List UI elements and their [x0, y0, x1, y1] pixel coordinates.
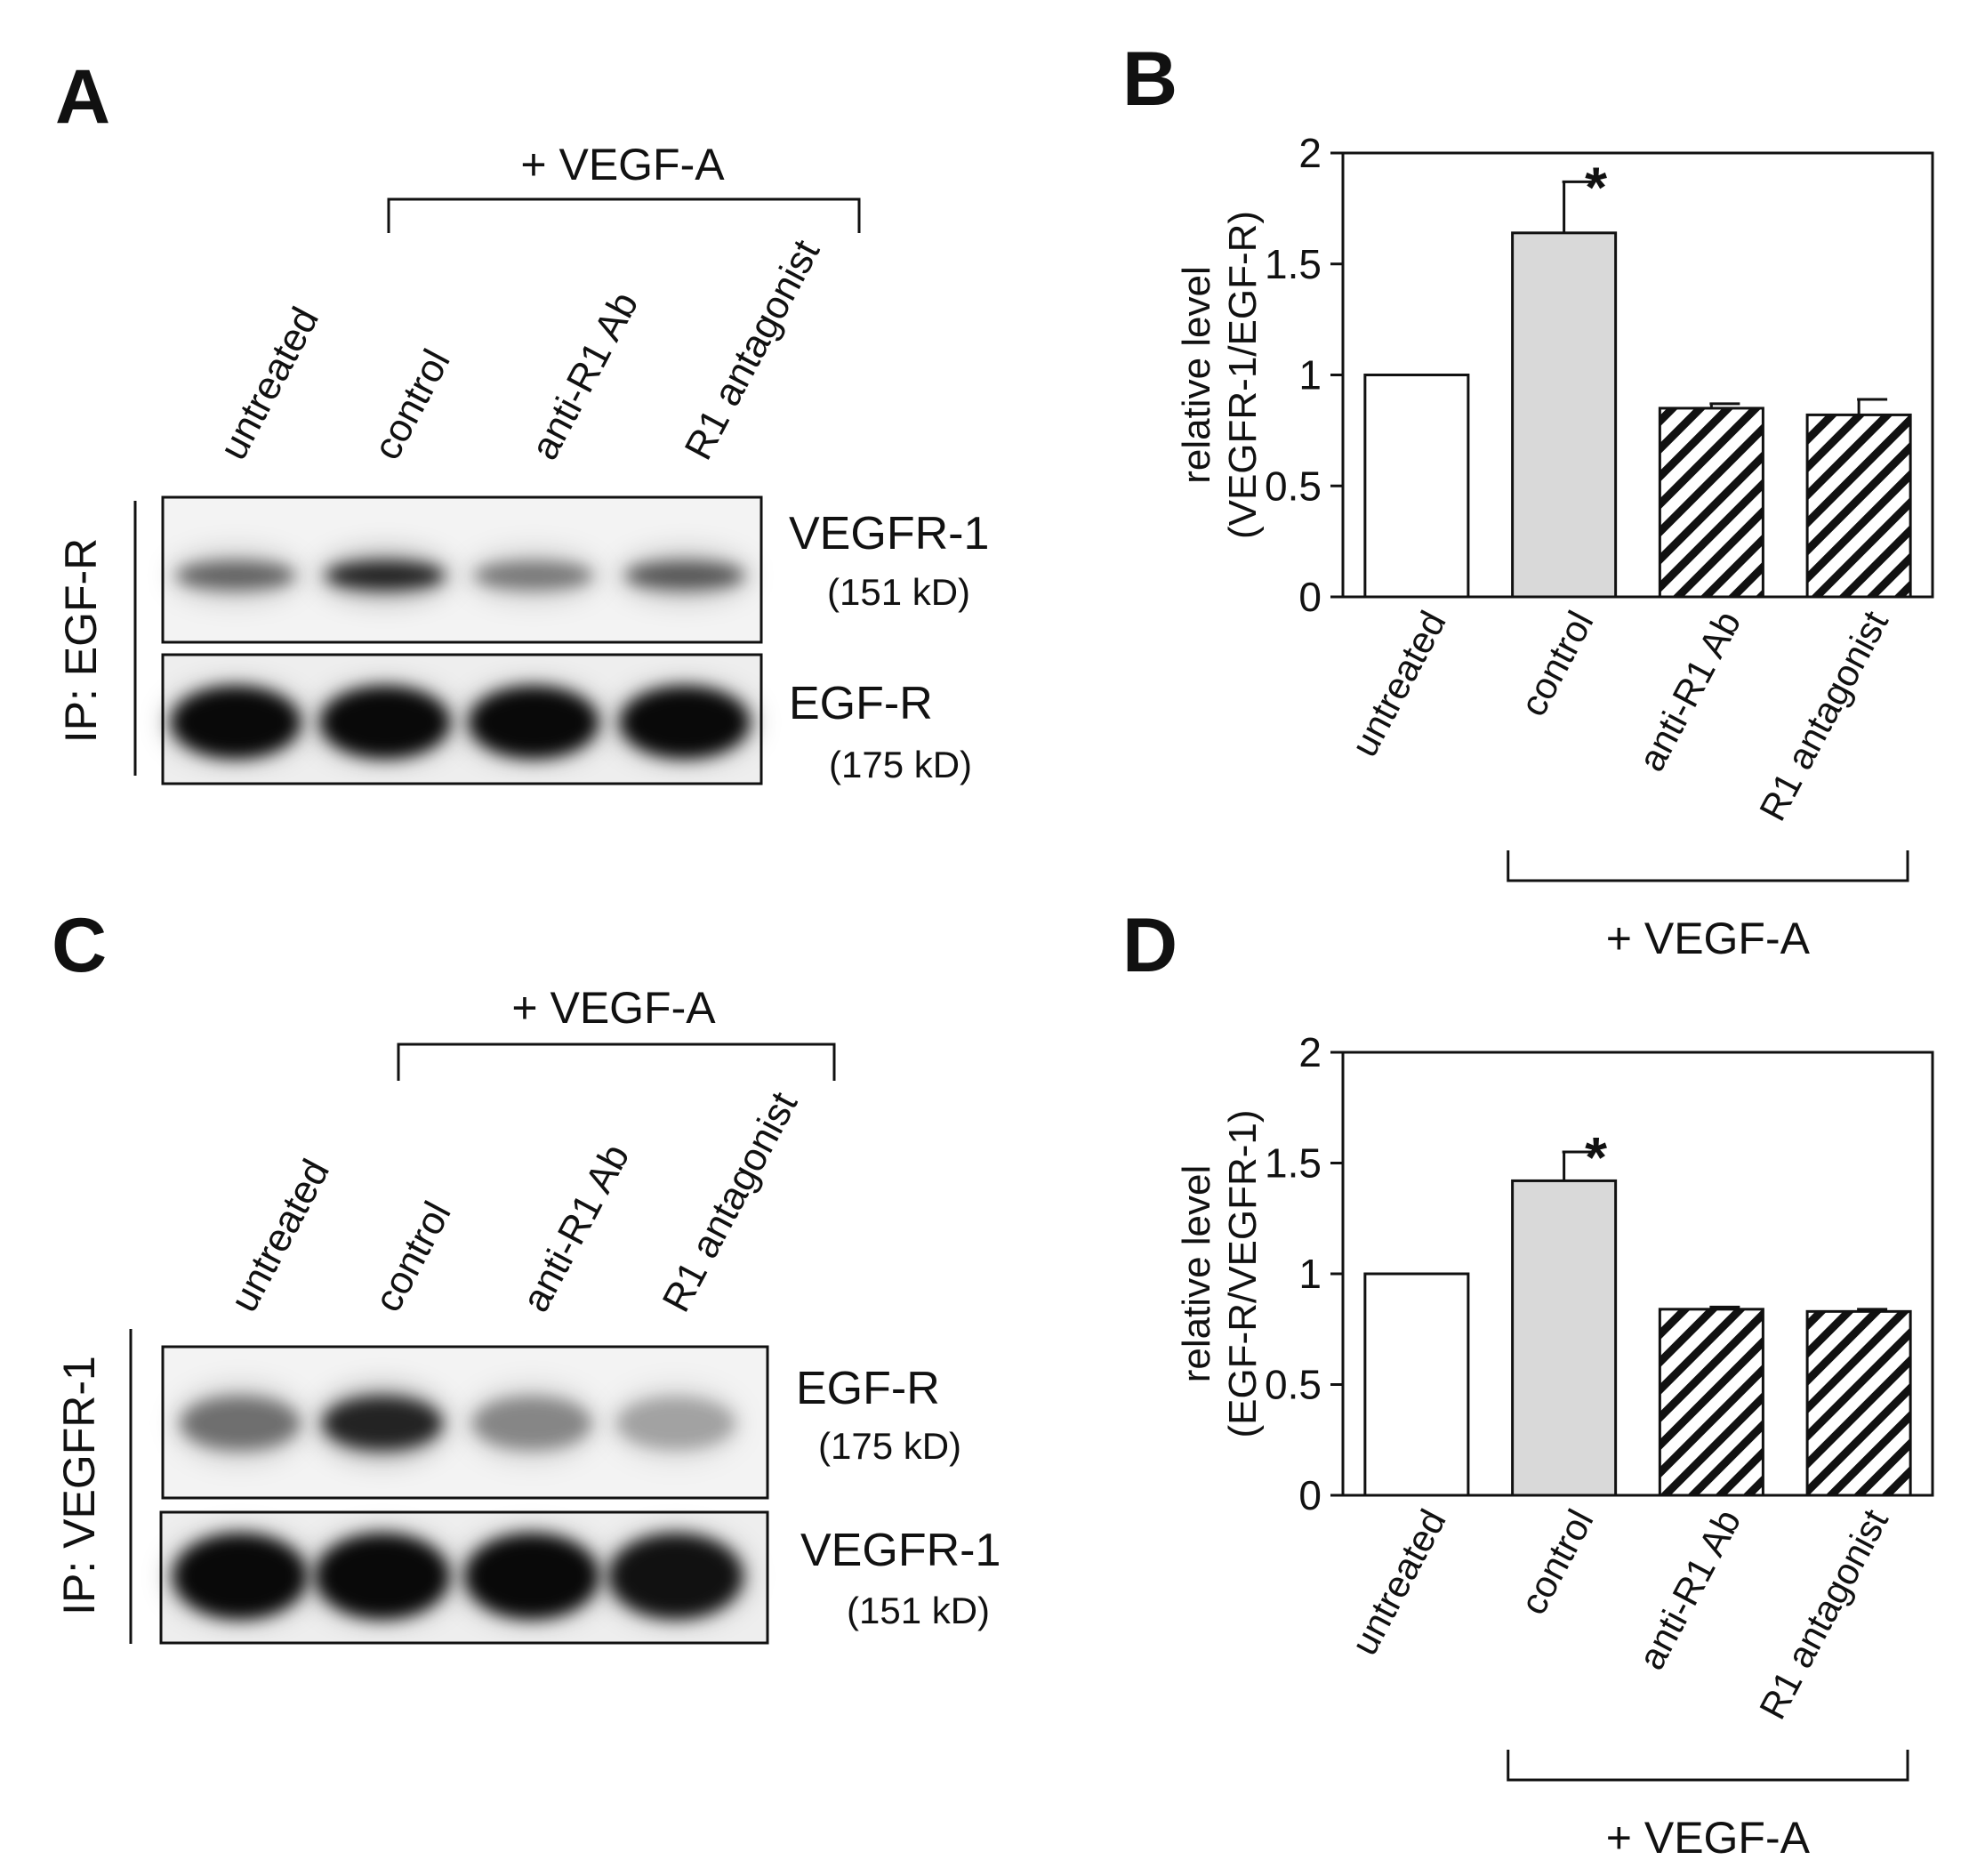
category-label: control: [1512, 604, 1602, 722]
band: [472, 1397, 591, 1450]
blot-a-row-2: [161, 653, 763, 785]
blot-c-kd-label-1: (175 kD): [818, 1425, 961, 1467]
treatment-bracket: [1507, 1750, 1909, 1782]
treatment-label: + VEGF-A: [1606, 1813, 1811, 1863]
y-tick-label: 1: [1298, 1251, 1322, 1297]
blot-c-lane-label: anti-R1 Ab: [514, 1137, 639, 1318]
band: [176, 561, 295, 590]
band: [616, 1397, 735, 1450]
blot-a-ip-label: IP: EGF-R: [56, 538, 106, 744]
blot-c-kd-label-2: (151 kD): [847, 1590, 990, 1631]
blot-c-row-2: [159, 1510, 769, 1645]
category-label: anti-R1 Ab: [1630, 604, 1749, 777]
blot-a-treatment-label: + VEGF-A: [520, 140, 725, 189]
band: [621, 687, 749, 758]
y-tick-label: 1.5: [1265, 1140, 1322, 1187]
band: [173, 1534, 307, 1619]
panel-label-a: A: [55, 54, 110, 140]
band: [465, 1534, 599, 1619]
category-label: anti-R1 Ab: [1630, 1502, 1749, 1676]
blot-c-lane-label: control: [366, 1195, 460, 1319]
y-tick-label: 0.5: [1265, 463, 1322, 509]
category-label: control: [1512, 1502, 1602, 1621]
y-axis-title: relative level: [1175, 266, 1218, 484]
category-label: R1 antagonist: [1751, 604, 1896, 827]
band: [325, 561, 445, 590]
chart-b: 0 0.5 1 1.5 2 relative level (VEGFR-1/EGF-R) un…: [1175, 130, 1934, 963]
blot-a-kd-label-2: (175 kD): [829, 744, 972, 785]
blot-a-lane-label: untreated: [212, 301, 328, 467]
panel-label-c: C: [52, 903, 107, 988]
significance-marker: *: [1585, 155, 1607, 219]
band: [470, 687, 598, 758]
band: [625, 561, 744, 590]
blot-a-band-label-1: VEGFR-1: [789, 508, 989, 560]
bar: [1511, 1179, 1618, 1497]
blot-c-lane-label: R1 antagonist: [655, 1085, 807, 1319]
band: [609, 1534, 743, 1619]
blot-a-lane-label: R1 antagonist: [677, 233, 829, 467]
band: [172, 687, 300, 758]
chart-d: 0 0.5 1 1.5 2 relative level (EGF-R/VEGFR-1) un…: [1175, 1029, 1934, 1863]
y-tick-label: 0: [1298, 574, 1322, 620]
blot-a-lane-label: anti-R1 Ab: [523, 285, 647, 466]
bar: [1363, 374, 1470, 599]
y-tick-label: 0.5: [1265, 1362, 1322, 1408]
bar: [1805, 1309, 1912, 1497]
bar: [1658, 407, 1764, 599]
bar: [1363, 1272, 1470, 1497]
y-axis-title: relative level: [1175, 1165, 1218, 1383]
blot-a-treatment-bracket: [387, 197, 861, 233]
bar: [1658, 1308, 1764, 1497]
category-label: untreated: [1343, 604, 1454, 763]
category-label: untreated: [1343, 1502, 1454, 1662]
blot-c-treatment-label: + VEGF-A: [511, 983, 716, 1033]
blot-a-band-label-2: EGF-R: [789, 678, 933, 729]
y-axis-title: (VEGFR-1/EGF-R): [1221, 211, 1265, 539]
y-tick-label: 1.5: [1265, 241, 1322, 287]
bar: [1511, 231, 1618, 599]
blot-a-kd-label-1: (151 kD): [827, 571, 970, 613]
bar: [1805, 413, 1912, 599]
blot-c-treatment-bracket: [397, 1043, 836, 1081]
blot-c-ip-label: IP: VEGFR-1: [54, 1356, 104, 1615]
y-tick-label: 2: [1298, 1029, 1322, 1075]
blot-a-lane-label: control: [366, 342, 459, 467]
blot-a-row-1: [161, 495, 763, 644]
panel-label-d: D: [1122, 903, 1177, 988]
y-tick-label: 2: [1298, 130, 1322, 176]
y-tick-label: 0: [1298, 1472, 1322, 1518]
treatment-bracket: [1507, 850, 1909, 882]
panel-label-b: B: [1122, 36, 1177, 122]
blot-c-row-1: [161, 1345, 769, 1500]
blot-c-band-label-1: EGF-R: [796, 1363, 940, 1414]
band: [321, 687, 449, 758]
band: [181, 1397, 300, 1450]
blot-c-lane-label: untreated: [222, 1153, 339, 1319]
band: [316, 1534, 449, 1619]
y-tick-label: 1: [1298, 352, 1322, 399]
y-axis-title: (EGF-R/VEGFR-1): [1221, 1109, 1265, 1437]
band: [323, 1397, 442, 1450]
band: [474, 561, 593, 590]
treatment-label: + VEGF-A: [1606, 914, 1811, 963]
significance-marker: *: [1585, 1125, 1607, 1189]
blot-c-band-label-2: VEGFR-1: [800, 1525, 1001, 1576]
category-label: R1 antagonist: [1751, 1502, 1896, 1726]
